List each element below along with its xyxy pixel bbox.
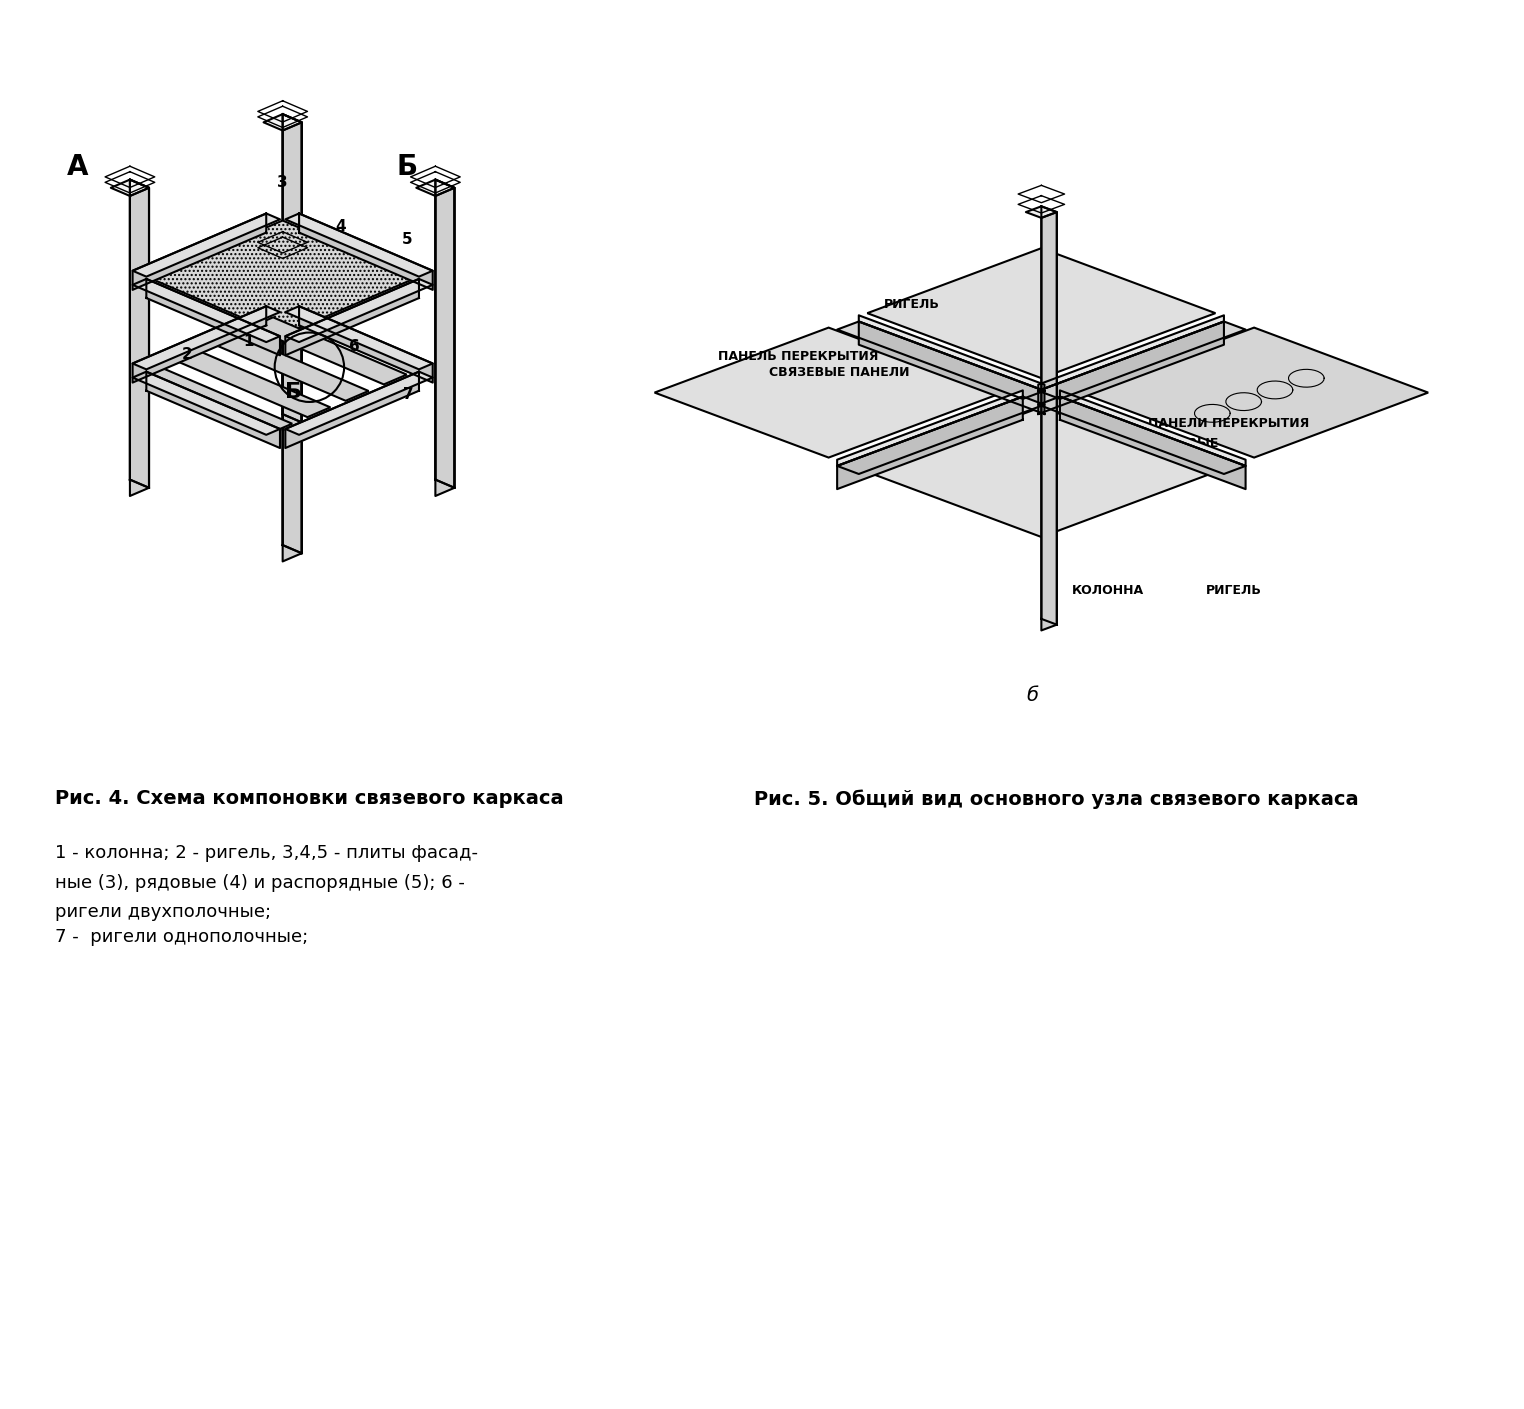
Text: РЯДОВЫЕ: РЯДОВЫЕ [1148, 437, 1219, 449]
Polygon shape [264, 245, 302, 262]
Polygon shape [133, 306, 267, 383]
Polygon shape [416, 179, 454, 196]
Polygon shape [285, 306, 433, 369]
Polygon shape [655, 328, 1003, 458]
Polygon shape [130, 187, 149, 496]
Polygon shape [285, 372, 433, 435]
Polygon shape [837, 321, 1044, 399]
Polygon shape [1026, 206, 1056, 218]
Polygon shape [133, 279, 280, 342]
Polygon shape [837, 396, 1044, 473]
Polygon shape [837, 390, 1023, 466]
Polygon shape [149, 221, 416, 335]
Polygon shape [133, 372, 280, 435]
Text: СВЯЗЕВЫЕ ПАНЕЛИ: СВЯЗЕВЫЕ ПАНЕЛИ [768, 366, 910, 379]
Text: ПАНЕЛИ ПЕРЕКРЫТИЯ: ПАНЕЛИ ПЕРЕКРЫТИЯ [1148, 417, 1309, 430]
Polygon shape [285, 279, 419, 355]
Polygon shape [133, 306, 280, 369]
Polygon shape [282, 245, 302, 554]
Text: Б: Б [396, 152, 418, 180]
Text: 7 -  ригели однополочные;: 7 - ригели однополочные; [55, 929, 308, 947]
Polygon shape [299, 214, 433, 290]
Polygon shape [436, 179, 454, 488]
Polygon shape [860, 321, 1044, 414]
Polygon shape [133, 214, 280, 276]
Polygon shape [250, 317, 407, 385]
Text: 7: 7 [402, 387, 413, 402]
Polygon shape [1038, 321, 1245, 399]
Text: 1: 1 [242, 334, 253, 349]
Text: 2: 2 [181, 347, 192, 362]
Polygon shape [285, 214, 433, 276]
Text: 4: 4 [335, 220, 346, 234]
Text: РИГЕЛЬ: РИГЕЛЬ [884, 299, 940, 311]
Polygon shape [264, 114, 302, 131]
Polygon shape [282, 254, 302, 561]
Polygon shape [837, 396, 1023, 489]
Polygon shape [867, 248, 1216, 378]
Polygon shape [146, 279, 280, 355]
Polygon shape [1038, 316, 1224, 390]
Text: 3: 3 [277, 175, 288, 190]
Polygon shape [436, 187, 454, 496]
Text: 6: 6 [349, 340, 360, 354]
Polygon shape [111, 179, 149, 196]
Polygon shape [867, 407, 1216, 537]
Polygon shape [1041, 206, 1056, 624]
Text: б: б [1027, 686, 1038, 704]
Polygon shape [282, 114, 302, 423]
Text: ригели двухполочные;: ригели двухполочные; [55, 903, 271, 921]
Polygon shape [212, 334, 369, 400]
Polygon shape [1038, 396, 1245, 473]
Polygon shape [285, 372, 419, 448]
Polygon shape [136, 366, 293, 434]
Polygon shape [146, 372, 280, 448]
Polygon shape [1081, 328, 1428, 458]
Polygon shape [130, 179, 149, 488]
Text: ные (3), рядовые (4) и распорядные (5); 6 -: ные (3), рядовые (4) и распорядные (5); … [55, 874, 465, 892]
Text: Рис. 5. Общий вид основного узла связевого каркаса: Рис. 5. Общий вид основного узла связево… [754, 789, 1358, 809]
Polygon shape [299, 306, 433, 383]
Text: РИГЕЛЬ: РИГЕЛЬ [1205, 585, 1262, 597]
Polygon shape [174, 349, 331, 417]
Text: А: А [67, 152, 88, 180]
Text: КОЛОННА: КОЛОННА [1071, 583, 1145, 597]
Polygon shape [133, 214, 267, 290]
Polygon shape [860, 316, 1044, 390]
Text: Рис. 4. Схема компоновки связевого каркаса: Рис. 4. Схема компоновки связевого карка… [55, 789, 564, 809]
Polygon shape [1059, 390, 1245, 466]
Polygon shape [285, 279, 433, 342]
Text: ПАНЕЛЬ ПЕРЕКРЫТИЯ: ПАНЕЛЬ ПЕРЕКРЫТИЯ [718, 349, 878, 364]
Text: 1 - колонна; 2 - ригель, 3,4,5 - плиты фасад-: 1 - колонна; 2 - ригель, 3,4,5 - плиты ф… [55, 844, 477, 862]
Polygon shape [282, 123, 302, 431]
Polygon shape [1038, 321, 1224, 414]
Polygon shape [1041, 213, 1056, 630]
Polygon shape [1059, 396, 1245, 489]
Text: Б: Б [285, 382, 302, 402]
Text: 5: 5 [402, 232, 413, 248]
